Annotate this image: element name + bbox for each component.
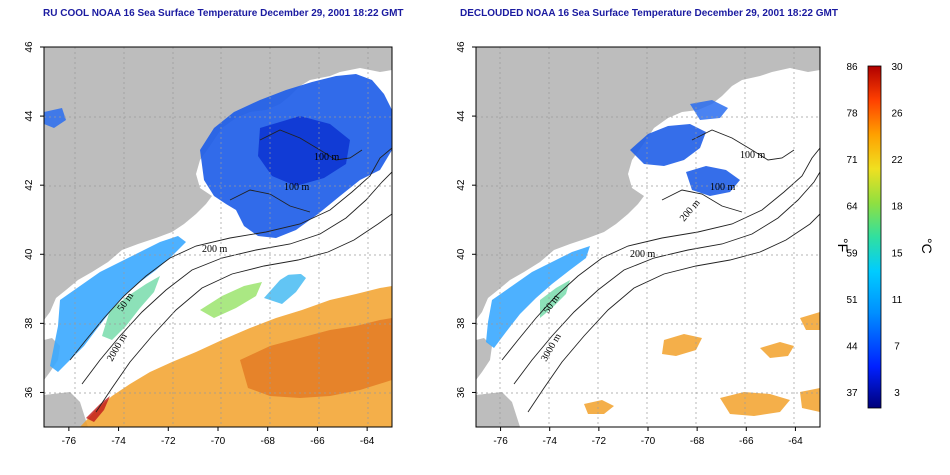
celsius-tick-label: 11: [892, 295, 903, 306]
right-lon-tick-label: -70: [641, 436, 656, 447]
left-map-panel: 100 m 100 m 200 m 2000 m 50 m -76 -74 -72-…: [24, 41, 393, 447]
right-contour-label-2: 100 m: [710, 182, 736, 193]
fahrenheit-tick-label: 71: [846, 155, 858, 166]
right-contour-label-1: 100 m: [740, 150, 766, 161]
temperature-colorbar: 30 26 22 18 15 11 7 3 86 78 71 64 59 51 44 37 °F °C: [835, 62, 935, 409]
right-land: [476, 47, 820, 427]
left-lat-tick-label: 36: [24, 386, 35, 398]
left-contour-label-1: 100 m: [314, 152, 340, 163]
left-clouds: [186, 244, 392, 294]
right-isobaths: [501, 129, 820, 413]
celsius-tick-label: 22: [891, 155, 903, 166]
left-sst-cold-patch: [258, 116, 350, 186]
right-sst-warm-6: [800, 388, 820, 412]
right-sst-shelf: [486, 246, 590, 348]
right-lon-tick-label: -64: [788, 436, 803, 447]
right-sst-warm-5: [800, 312, 820, 330]
right-lat-tick-label: 44: [456, 110, 467, 122]
right-sst-warm-3: [760, 342, 794, 358]
left-lon-tick-label: -74: [111, 436, 126, 447]
left-panel-title: RU COOL NOAA 16 Sea Surface Temperature …: [43, 8, 404, 19]
right-lat-tick-label: 36: [456, 386, 467, 398]
fahrenheit-tick-label: 51: [846, 295, 858, 306]
right-lon-tick-label: -74: [542, 436, 557, 447]
fahrenheit-tick-label: 78: [846, 109, 858, 120]
left-contour-label-2: 100 m: [284, 182, 310, 193]
right-lat-tick-label: 42: [456, 179, 467, 191]
colorbar-strip: [867, 65, 882, 409]
right-contour-label-3: 200 m: [630, 249, 656, 260]
left-sst-filament: [200, 282, 262, 318]
celsius-tick-label: 7: [894, 341, 900, 352]
left-lon-tick-label: -64: [360, 436, 375, 447]
right-lon-tick-label: -66: [739, 436, 754, 447]
left-lat-tick-label: 44: [24, 110, 35, 122]
left-lon-tick-label: -76: [62, 436, 77, 447]
fahrenheit-tick-label: 86: [846, 62, 858, 73]
right-sst-warm-1: [662, 334, 702, 356]
left-lat-tick-label: 40: [24, 248, 35, 260]
right-graticule: [476, 47, 820, 427]
fahrenheit-tick-label: 59: [846, 248, 858, 259]
left-lat-tick-label: 38: [24, 317, 35, 329]
right-sst-warm-2: [720, 392, 790, 416]
right-lon-tick-label: -68: [690, 436, 705, 447]
left-sst-cool-ring: [264, 270, 306, 304]
left-sst-nova-scotia: [44, 108, 66, 128]
left-lon-tick-label: -72: [161, 436, 176, 447]
colorbar-ticks: 30 26 22 18 15 11 7 3 86 78 71 64 59 51 44 37: [846, 62, 903, 399]
left-lon-tick-label: -68: [260, 436, 275, 447]
left-lon-tick-label: -66: [310, 436, 325, 447]
fahrenheit-tick-label: 44: [846, 341, 858, 352]
right-sst-warm-4: [584, 400, 614, 414]
celsius-tick-label: 15: [891, 248, 903, 259]
celsius-tick-label: 26: [891, 109, 903, 120]
right-sst-cold-patch-2: [686, 166, 740, 196]
right-lon-tick-label: -76: [493, 436, 508, 447]
fahrenheit-tick-label: 64: [846, 202, 858, 213]
right-axes: -76 -74 -72 -70 -68 -66 -64 36 38 40 42 44 46: [456, 41, 803, 447]
right-sst-cold-patch-1: [630, 124, 706, 166]
left-lat-tick-label: 46: [24, 41, 35, 53]
right-lat-tick-label: 38: [456, 317, 467, 329]
celsius-axis-label: °C: [919, 238, 935, 254]
right-lat-tick-label: 46: [456, 41, 467, 53]
right-map-panel: 100 m 100 m 200 m 3000 m 50 m 200 m -76-…: [456, 41, 821, 447]
left-axes: -76 -74 -72 -70 -68 -66 -64 36 38 40 42 44 46: [24, 41, 375, 447]
left-lat-tick-label: 42: [24, 179, 35, 191]
left-sst-shelf: [50, 236, 186, 372]
celsius-tick-label: 30: [891, 62, 903, 73]
right-panel-title: DECLOUDED NOAA 16 Sea Surface Temperatur…: [460, 8, 838, 19]
right-lat-tick-label: 40: [456, 248, 467, 260]
right-sst-cold-patch-3: [690, 100, 728, 120]
celsius-tick-label: 3: [894, 388, 900, 399]
fahrenheit-tick-label: 37: [846, 388, 858, 399]
left-sst-shelf-green: [102, 276, 160, 340]
left-lon-tick-label: -70: [211, 436, 226, 447]
left-sst-warm-core: [240, 318, 392, 398]
left-land: [44, 47, 392, 427]
celsius-tick-label: 18: [891, 202, 903, 213]
fahrenheit-axis-label: °F: [835, 238, 851, 252]
left-contour-label-3: 200 m: [202, 244, 228, 255]
right-lon-tick-label: -72: [592, 436, 607, 447]
left-graticule: [44, 47, 392, 427]
